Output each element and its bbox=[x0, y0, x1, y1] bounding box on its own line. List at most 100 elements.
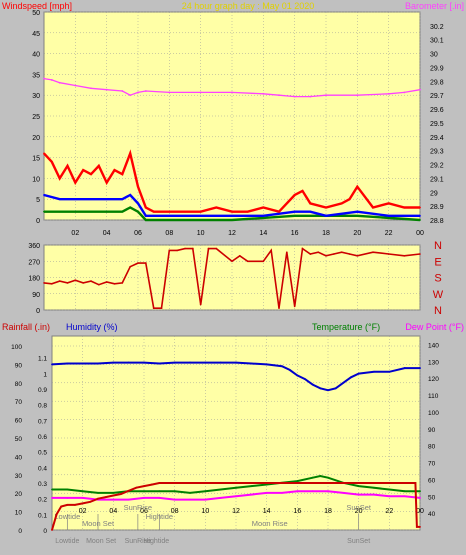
point-wind-avg bbox=[144, 214, 147, 217]
point-wind-max bbox=[246, 210, 249, 213]
point-dew-point bbox=[143, 497, 145, 499]
point-wind-avg bbox=[309, 210, 312, 213]
point-rainfall bbox=[265, 482, 268, 484]
barometer-axis-title: Barometer [.in] bbox=[405, 1, 464, 11]
point-wind-max bbox=[168, 210, 171, 213]
wind-ytick-label: 25 bbox=[32, 114, 40, 121]
wind-xtick-label: 04 bbox=[103, 230, 111, 237]
point-wind-min bbox=[144, 219, 147, 221]
point-wind-direction bbox=[340, 251, 343, 254]
point-wind-max bbox=[105, 181, 108, 184]
point-dew-point bbox=[373, 493, 375, 496]
point-humidity bbox=[388, 370, 391, 373]
point-wind-direction bbox=[301, 247, 304, 250]
point-wind-avg bbox=[74, 198, 77, 201]
point-temperature bbox=[357, 485, 360, 488]
temp-xtick-label: 04 bbox=[109, 508, 117, 515]
point-wind-direction bbox=[215, 247, 218, 250]
wind-ytick-label: 5 bbox=[36, 197, 40, 204]
point-wind-avg bbox=[293, 210, 296, 213]
point-wind-max bbox=[43, 152, 45, 155]
temp-xtick-label: 10 bbox=[201, 508, 209, 515]
point-wind-max bbox=[348, 198, 351, 201]
point-wind-max bbox=[356, 185, 359, 188]
barometer-ytick-label: 29.1 bbox=[430, 176, 444, 183]
point-wind-min bbox=[43, 210, 45, 213]
point-wind-direction bbox=[192, 247, 194, 250]
annotation-label: Moon Rise bbox=[252, 519, 288, 528]
point-wind-max bbox=[184, 210, 186, 213]
point-rainfall bbox=[419, 525, 421, 528]
point-barometer bbox=[58, 81, 61, 84]
point-wind-direction bbox=[239, 255, 241, 257]
point-dew-point bbox=[127, 498, 130, 501]
point-wind-min bbox=[129, 206, 132, 209]
point-wind-max bbox=[278, 210, 280, 213]
point-barometer bbox=[144, 90, 147, 92]
point-wind-max bbox=[58, 177, 61, 180]
point-wind-direction bbox=[168, 249, 171, 252]
point-wind-min bbox=[90, 210, 92, 213]
point-temperature bbox=[51, 488, 53, 491]
rain-ytick-label: 0.4 bbox=[38, 465, 47, 472]
point-humidity bbox=[373, 370, 375, 373]
point-barometer bbox=[325, 94, 327, 97]
rain-ytick-label: 0.2 bbox=[38, 497, 47, 504]
point-barometer bbox=[387, 92, 390, 95]
point-wind-avg bbox=[419, 214, 421, 217]
point-temperature bbox=[250, 485, 253, 488]
point-wind-avg bbox=[58, 198, 61, 201]
direction-ytick-label: 0 bbox=[36, 308, 40, 315]
point-wind-direction bbox=[348, 253, 351, 255]
rain-ytick-label: 0.3 bbox=[38, 481, 47, 488]
temp-xtick-label: 00 bbox=[416, 508, 424, 515]
point-wind-direction bbox=[98, 283, 100, 286]
point-dew-point bbox=[388, 495, 391, 498]
wind-ytick-label: 50 bbox=[32, 10, 40, 17]
point-wind-direction bbox=[231, 260, 233, 263]
point-barometer bbox=[129, 94, 132, 97]
bottom-annotation-label: SunRise bbox=[125, 538, 152, 545]
series-wind-max bbox=[43, 149, 420, 214]
rain-ytick-label: 0.5 bbox=[38, 450, 47, 457]
point-wind-max bbox=[309, 202, 312, 205]
point-dew-point bbox=[66, 497, 69, 499]
direction-ytick-label: 360 bbox=[28, 243, 40, 250]
point-wind-avg bbox=[129, 194, 132, 196]
point-rainfall bbox=[143, 485, 145, 488]
point-wind-avg bbox=[137, 202, 139, 205]
point-humidity bbox=[304, 378, 306, 381]
barometer-ytick-label: 30.1 bbox=[430, 38, 444, 45]
barometer-ytick-label: 29.5 bbox=[430, 121, 444, 128]
point-humidity bbox=[296, 374, 299, 377]
point-rainfall bbox=[150, 483, 153, 486]
point-wind-direction bbox=[66, 282, 69, 284]
humidity-ytick-label: 0 bbox=[18, 528, 22, 535]
point-rainfall bbox=[120, 493, 122, 495]
point-rainfall bbox=[112, 494, 115, 497]
point-wind-direction bbox=[270, 249, 272, 252]
direction-ytick-label: 90 bbox=[32, 292, 40, 299]
point-wind-direction bbox=[58, 280, 61, 282]
temperature-axis-title: Temperature (°F) bbox=[312, 322, 380, 332]
bottom-annotation-label: Moon Set bbox=[86, 538, 116, 545]
bottom-annotation-label: Lowtide bbox=[55, 538, 79, 545]
point-wind-direction bbox=[278, 307, 280, 309]
point-humidity bbox=[51, 363, 53, 366]
point-wind-max bbox=[113, 169, 116, 171]
point-temperature bbox=[81, 490, 84, 493]
point-wind-avg bbox=[90, 198, 92, 201]
barometer-ytick-label: 29.4 bbox=[430, 135, 444, 142]
point-wind-max bbox=[82, 169, 85, 171]
rain-ytick-label: 0.7 bbox=[38, 418, 47, 425]
point-humidity bbox=[204, 361, 207, 364]
point-wind-direction bbox=[82, 282, 84, 284]
barometer-ytick-label: 29 bbox=[430, 190, 438, 197]
point-wind-max bbox=[97, 165, 100, 167]
wind-plot-area bbox=[43, 11, 421, 221]
point-wind-max bbox=[387, 202, 390, 205]
point-wind-direction bbox=[387, 253, 390, 255]
series-temperature bbox=[52, 474, 420, 494]
annotation-label: Moon Set bbox=[82, 519, 115, 528]
